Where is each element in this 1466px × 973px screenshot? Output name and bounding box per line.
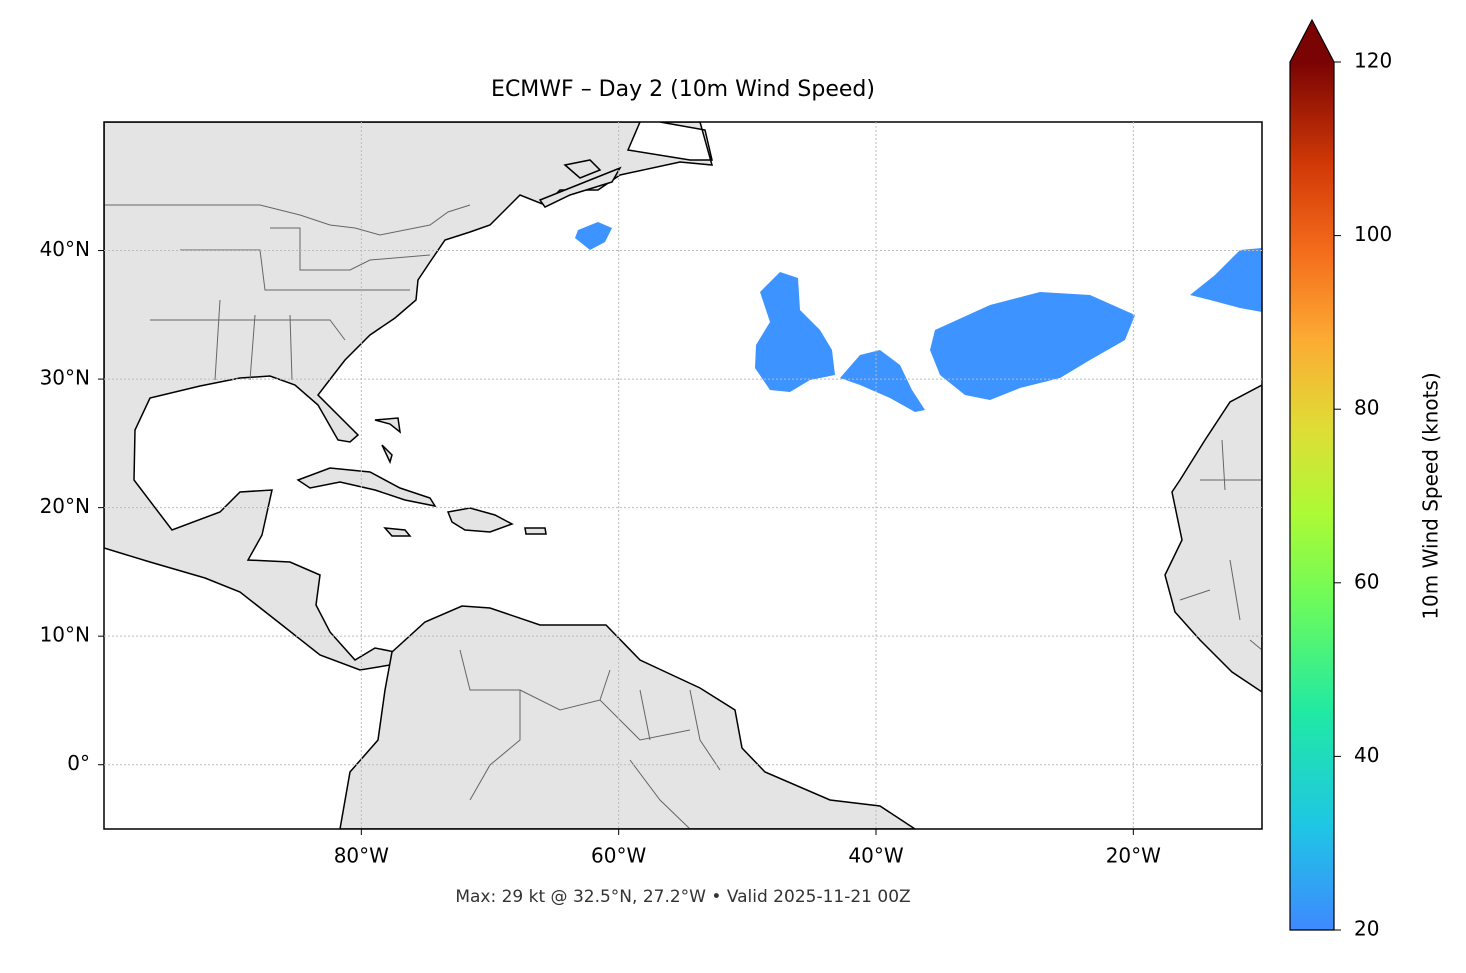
africa [1164,384,1262,693]
colorbar-tick-label: 60 [1354,569,1379,593]
colorbar-tick-label: 120 [1354,49,1392,73]
map-layers [104,122,1262,829]
north-america [104,122,714,671]
y-tick-label: 30°N [40,366,90,390]
colorbar-label: 10m Wind Speed (knots) [1419,372,1443,619]
y-tick-label: 0° [67,751,90,775]
y-tick-label: 40°N [40,237,90,261]
south-america [339,605,917,829]
x-tick-label: 80°W [334,844,389,868]
bahamas [374,417,402,465]
cuba [296,467,437,508]
colorbar-tick-label: 40 [1354,743,1379,767]
newfoundland [563,159,602,179]
colorbar-tick-label: 100 [1354,222,1392,246]
x-tick-label: 40°W [848,844,903,868]
x-tick-label: 20°W [1106,844,1161,868]
puerto-rico [524,527,547,535]
colorbar-extend [1290,20,1334,62]
south-america-borders [459,439,1262,829]
colorbar-tick-label: 20 [1354,917,1379,941]
nova-scotia [538,166,622,208]
hispaniola [446,507,514,533]
colorbar-tick-label: 80 [1354,396,1379,420]
wind-area [840,350,925,412]
x-tick-label: 60°W [591,844,646,868]
wind-area [1190,248,1262,312]
y-tick-label: 10°N [40,623,90,647]
footer-note: Max: 29 kt @ 32.5°N, 27.2°W • Valid 2025… [455,887,910,907]
wind-area [930,292,1135,400]
wind-area [755,272,835,392]
colorbar-outline [1289,18,1335,931]
jamaica [383,527,412,537]
colorbar [1290,62,1334,930]
map-frame [103,121,1263,830]
us-canada-border [104,204,471,381]
y-tick-label: 20°N [40,494,90,518]
wind-area [575,222,612,250]
map-title: ECMWF – Day 2 (10m Wind Speed) [491,77,875,102]
